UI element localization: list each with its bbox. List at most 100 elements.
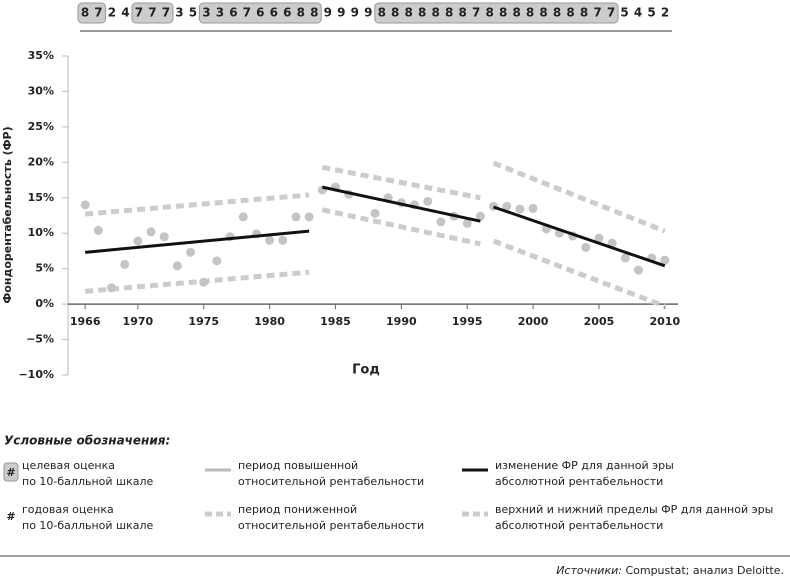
data-point (528, 203, 538, 213)
score-digit: 8 (310, 6, 318, 20)
trend-line (493, 205, 666, 268)
legend-label: период пониженной (238, 503, 357, 516)
legend-label: относительной рентабельности (238, 519, 424, 532)
score-digit: 5 (189, 6, 197, 20)
score-digit: 7 (607, 6, 615, 20)
score-digit: 7 (162, 6, 170, 20)
data-point (212, 256, 222, 266)
legend-title: Условные обозначения: (4, 434, 170, 448)
score-digit: 2 (661, 6, 669, 20)
x-tick-label: 1970 (123, 315, 154, 328)
score-digit: 7 (135, 6, 143, 20)
score-digit: 7 (94, 6, 102, 20)
score-digit: 5 (647, 6, 655, 20)
x-tick-label: 2000 (518, 315, 549, 328)
y-tick-label: 10% (28, 226, 54, 239)
x-axis-label: Год (352, 363, 380, 378)
source-label: Источники: (556, 564, 622, 577)
score-digit: 6 (229, 6, 237, 20)
score-digit: 8 (539, 6, 547, 20)
data-point (146, 227, 156, 237)
legend-label: по 10-балльной шкале (22, 519, 154, 532)
data-point (159, 232, 169, 242)
x-tick-label: 2010 (650, 315, 681, 328)
data-point (265, 235, 275, 245)
score-digit: 8 (81, 6, 89, 20)
data-point (660, 255, 670, 265)
data-point (475, 211, 485, 221)
data-point (107, 283, 117, 293)
data-point (120, 259, 130, 269)
score-digit: 7 (593, 6, 601, 20)
data-point (93, 225, 103, 235)
score-digit: 3 (216, 6, 224, 20)
data-point (633, 265, 643, 275)
source-text: Compustat; анализ Deloitte. (622, 564, 784, 577)
y-tick-label: 5% (35, 262, 54, 275)
score-box (131, 2, 174, 24)
score-digit: 8 (526, 6, 534, 20)
score-digit: 8 (499, 6, 507, 20)
legend-label: изменение ФР для данной эры (495, 459, 674, 472)
score-digit: 8 (405, 6, 413, 20)
score-digit: 8 (297, 6, 305, 20)
score-digit: 8 (553, 6, 561, 20)
score-digit: 8 (580, 6, 588, 20)
legend-label: целевая оценка (22, 459, 115, 472)
data-point (291, 212, 301, 222)
legend-label: годовая оценка (22, 503, 114, 516)
y-axis-label: Фондорентабельность (ФР) (1, 126, 14, 303)
legend-symbol: # (6, 510, 15, 523)
data-point (172, 261, 182, 271)
data-point (423, 196, 433, 206)
legend-symbol: # (6, 466, 15, 479)
score-digit: 2 (108, 6, 116, 20)
score-digit: 8 (432, 6, 440, 20)
bound-lower (321, 207, 481, 247)
score-digit: 8 (445, 6, 453, 20)
score-digit: 8 (378, 6, 386, 20)
bound-upper (321, 164, 481, 201)
bound-lower (84, 269, 310, 294)
data-point (199, 277, 209, 287)
score-digit: 4 (634, 6, 642, 20)
legend-label: относительной рентабельности (238, 475, 424, 488)
score-digit: 4 (121, 6, 129, 20)
score-digit: 6 (283, 6, 291, 20)
score-digit: 8 (458, 6, 466, 20)
y-tick-label: −5% (26, 333, 54, 346)
bound-upper (84, 192, 310, 217)
source: Источники: Compustat; анализ Deloitte. (556, 564, 784, 577)
y-tick-label: 35% (28, 49, 54, 62)
data-point (620, 253, 630, 263)
x-tick-label: 1975 (188, 315, 219, 328)
score-box (198, 2, 322, 24)
bound-lower (492, 238, 666, 309)
data-point (80, 200, 90, 210)
data-point (186, 247, 196, 257)
data-point (502, 201, 512, 211)
data-point (238, 212, 248, 222)
score-digit: 8 (512, 6, 520, 20)
data-point (515, 204, 525, 214)
score-digit: 7 (472, 6, 480, 20)
legend-label: период повышенной (238, 459, 358, 472)
y-tick-label: 15% (28, 191, 54, 204)
score-digit: 3 (202, 6, 210, 20)
score-digit: 5 (620, 6, 628, 20)
score-digit: 7 (243, 6, 251, 20)
y-tick-label: 25% (28, 120, 54, 133)
trend-line (321, 185, 481, 223)
score-digit: 8 (391, 6, 399, 20)
data-point (304, 212, 314, 222)
y-tick-label: 30% (28, 84, 54, 97)
score-digit: 9 (337, 6, 345, 20)
score-digit: 8 (418, 6, 426, 20)
y-tick-label: −10% (18, 368, 54, 381)
x-tick-label: 1995 (452, 315, 483, 328)
legend-label: верхний и нижний пределы ФР для данной э… (495, 503, 773, 516)
x-tick-label: 1985 (320, 315, 351, 328)
legend-label: абсолютной рентабельности (495, 519, 663, 532)
score-digit: 8 (566, 6, 574, 20)
